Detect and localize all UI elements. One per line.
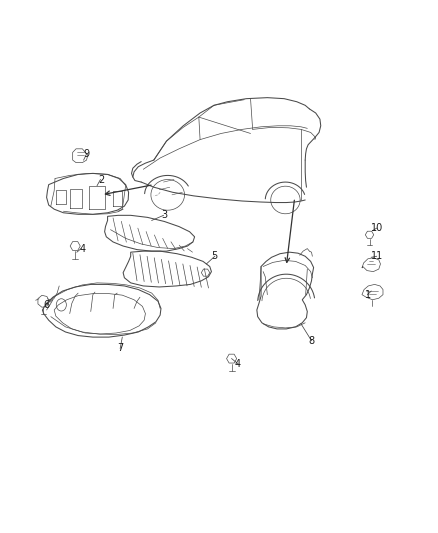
Text: 2: 2 [98,174,104,184]
Text: 11: 11 [371,251,383,261]
Text: 1: 1 [365,289,371,300]
Text: 6: 6 [43,300,49,310]
Text: 10: 10 [371,223,383,233]
Text: 5: 5 [212,251,218,261]
Text: 3: 3 [161,211,167,220]
Text: 4: 4 [235,359,241,369]
Text: 7: 7 [117,343,124,353]
Text: 9: 9 [84,149,90,159]
Text: 4: 4 [79,244,85,254]
Text: 8: 8 [308,336,314,346]
